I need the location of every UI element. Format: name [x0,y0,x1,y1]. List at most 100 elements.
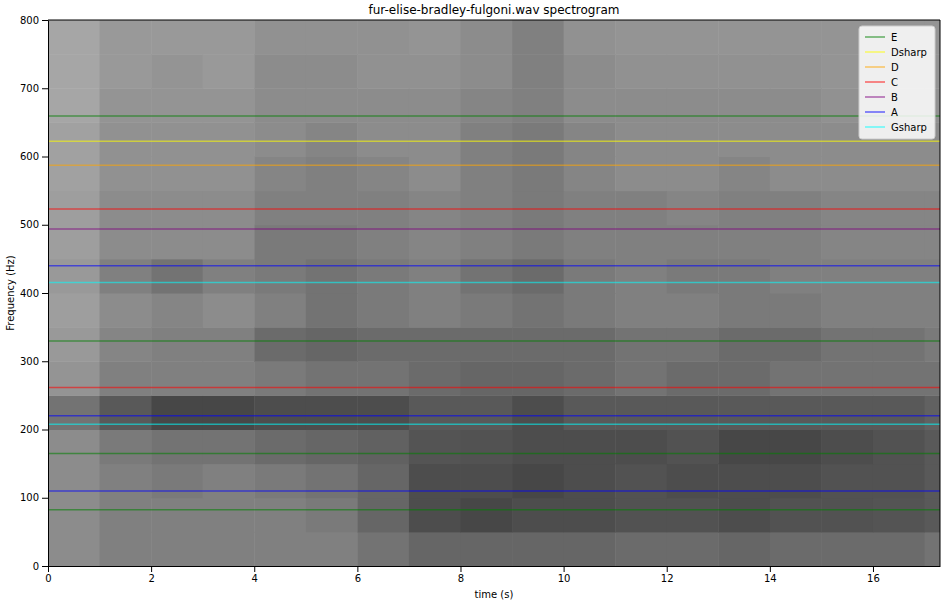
spectrogram-cell [357,327,409,362]
spectrogram-cell [100,327,152,362]
note-line [48,282,940,284]
spectrogram-cell [306,88,358,123]
legend-swatch [865,36,885,38]
tick-mark [873,566,874,572]
spectrogram-cell [667,122,719,157]
tick: 200 [20,424,48,435]
spectrogram-cell [254,20,306,55]
spectrogram-cell [873,464,925,499]
spectrogram-cell [151,20,203,55]
tick-label: 2 [148,573,154,584]
spectrogram-cell [460,157,512,192]
spectrogram-cell [151,293,203,328]
title: fur-elise-bradley-fulgoni.wav spectrogra… [369,3,620,17]
spectrogram-cell [718,327,770,362]
spectrogram-cell [667,464,719,499]
spectrogram-cell [564,532,616,566]
tick: 12 [661,566,674,584]
spectrogram-cell [718,88,770,123]
note-lines [48,209,940,388]
tick-mark [42,20,48,21]
tick-label: 0 [33,561,39,572]
spectrogram-cell [100,54,152,89]
spectrogram-cell [48,361,100,396]
note-lines [48,165,940,166]
spectrogram-cell [667,430,719,465]
spectrogram-cell [48,327,100,362]
tick-label: 8 [458,573,464,584]
tick: 500 [20,219,48,230]
spectrogram-cell [48,88,100,123]
spectrogram-cell [873,191,925,226]
spectrogram-cell [254,532,306,566]
spectrogram-cell [718,259,770,294]
tick: 100 [20,492,48,503]
spectrogram-cell [667,54,719,89]
spectrogram-cell [254,225,306,260]
spectrogram-cell [48,293,100,328]
spectrogram-cell [151,225,203,260]
spectrogram-cell [615,20,667,55]
legend-label: B [891,92,898,103]
spectrogram-cell [254,327,306,362]
note-line [48,115,940,117]
spectrogram-cell [357,259,409,294]
spectrogram-cell [203,327,255,362]
spectrogram-cell [460,361,512,396]
spectrogram-cell [48,498,100,533]
spectrogram-cell [48,430,100,465]
spectrogram-cell [357,225,409,260]
spectrogram-cell [615,88,667,123]
spectrogram-cell [873,327,925,362]
tick-label: 10 [558,573,571,584]
tick-label: 500 [20,219,39,230]
tick-mark [357,566,358,572]
spectrogram-cell [357,361,409,396]
spectrogram-cell [100,157,152,192]
spectrogram-cell [460,532,512,566]
spectrogram-cell [306,464,358,499]
tick: 0 [45,566,51,584]
spectrogram-cell [357,88,409,123]
spectrogram-cell [203,498,255,533]
spectrogram-cell [770,532,822,566]
spectrogram-cell [667,225,719,260]
plot-area [48,20,940,566]
spectrogram-cell [512,498,564,533]
spectrogram-cell [564,157,616,192]
x-axis: 0246810121416 [45,566,940,584]
spectrogram-cell [254,498,306,533]
spectrogram-cell [203,157,255,192]
spectrogram-cell [615,122,667,157]
spectrogram-cell [925,327,940,362]
spectrogram-cell [306,293,358,328]
spectrogram-cell [151,259,203,294]
spectrogram-cell [357,532,409,566]
spectrogram-cell [615,191,667,226]
spectrogram-cell [306,157,358,192]
y-axis-title: Frequency (Hz) [5,255,16,331]
spectrogram-cell [770,54,822,89]
spectrogram-cell [667,259,719,294]
spectrogram-cell [564,430,616,465]
legend-swatch [865,51,885,53]
note-line [48,265,940,267]
spectrogram-cell [821,464,873,499]
note-line [48,490,940,492]
spectrogram-cell [718,430,770,465]
spectrogram-cell [873,498,925,533]
legend-label: D [891,62,899,73]
spectrogram-cell [615,225,667,260]
spectrogram-cell [512,327,564,362]
spectrogram-cell [460,20,512,55]
spectrogram-cell [667,157,719,192]
legend-label: Gsharp [891,122,927,133]
spectrogram-cell [873,259,925,294]
spectrogram-cell [203,191,255,226]
spectrogram-cell [357,122,409,157]
spectrogram-cell [306,54,358,89]
spectrogram-cell [357,191,409,226]
spectrogram-cell [254,54,306,89]
tick-label: 400 [20,288,39,299]
spectrogram-cell [151,88,203,123]
